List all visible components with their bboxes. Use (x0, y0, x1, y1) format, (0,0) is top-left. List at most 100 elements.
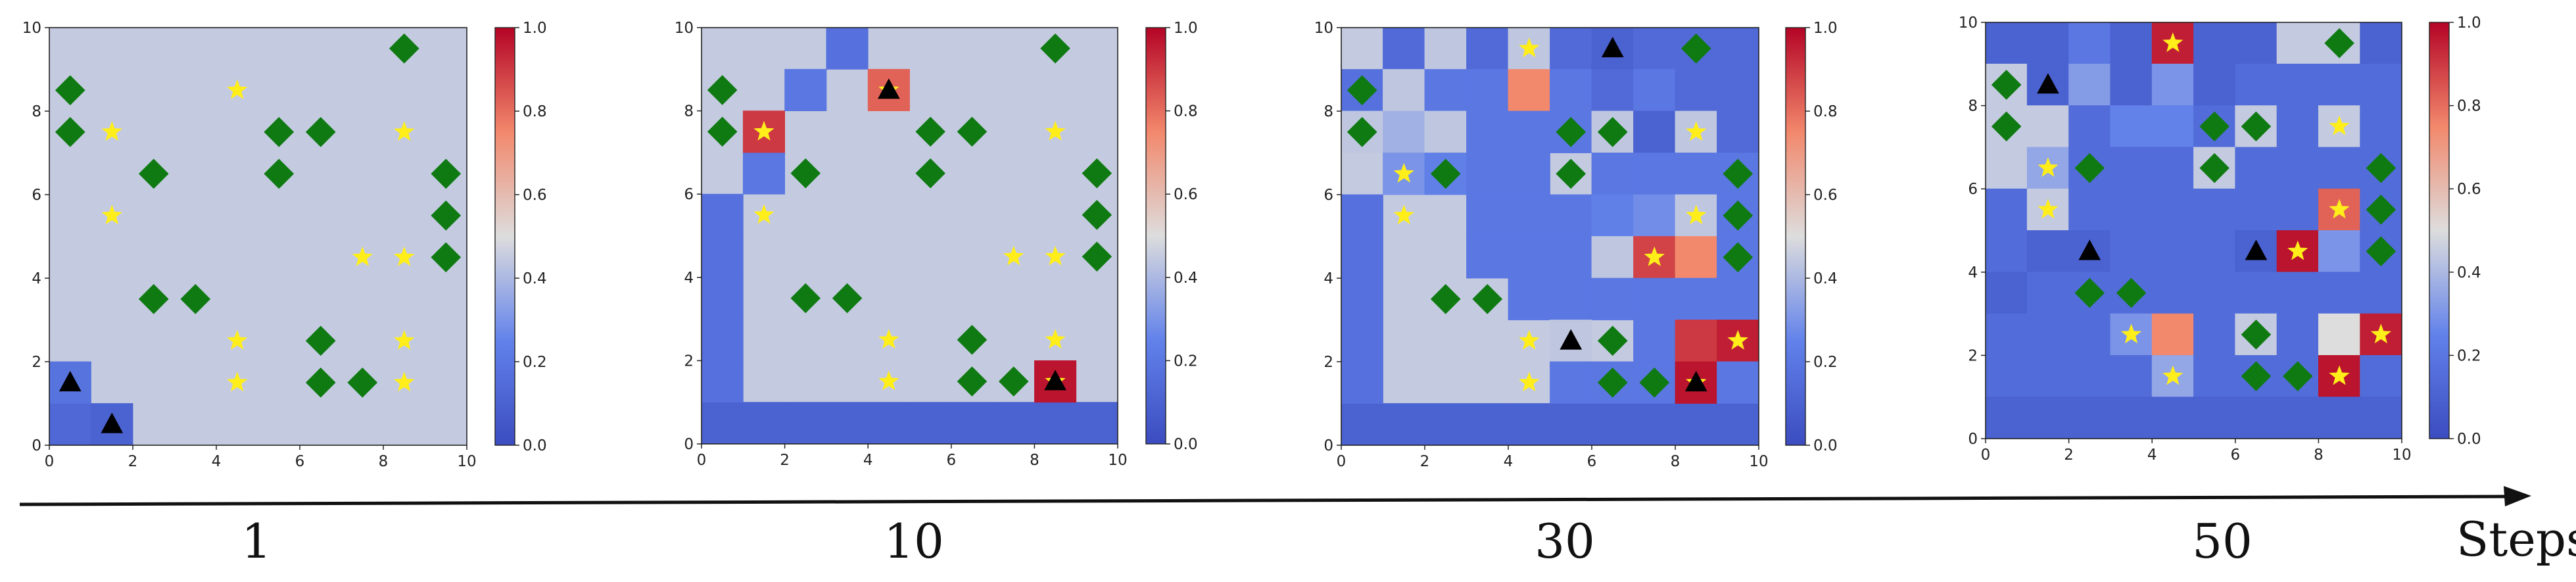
heatmap-cell (2360, 63, 2402, 106)
diamond-marker (180, 283, 211, 314)
y-tick-label: 8 (1324, 103, 1333, 120)
heatmap-cell (826, 27, 869, 70)
heatmap-cell (2110, 397, 2153, 439)
heatmap-cell (2235, 272, 2278, 314)
star-marker (394, 372, 415, 392)
star-marker (1686, 205, 1707, 225)
triangle-marker (1601, 36, 1624, 58)
diamond-marker (2241, 319, 2272, 350)
heatmap-cell (2318, 147, 2361, 189)
diamond-marker (1082, 241, 1112, 272)
heatmap-cell (2068, 188, 2111, 231)
heatmap-cell (2026, 230, 2069, 273)
x-tick-label: 10 (1108, 452, 1127, 469)
heatmap-cell (2276, 22, 2319, 64)
heatmap-cell (1633, 153, 1676, 195)
heatmap-cell (701, 318, 744, 361)
heatmap-cell (2193, 22, 2236, 64)
heatmap-cell (701, 277, 744, 320)
heatmap-cell (742, 402, 785, 445)
heatmap-cell (1466, 194, 1509, 237)
star-marker (753, 204, 775, 224)
heatmap-cell (2193, 63, 2236, 106)
x-tick-label: 10 (1749, 453, 1768, 470)
diamond-marker (2366, 195, 2397, 225)
diamond-marker (2074, 278, 2105, 308)
star-marker (1727, 329, 1748, 350)
heatmap-cell (1550, 278, 1592, 320)
heatmap-cell (2193, 355, 2236, 398)
diamond-marker (1681, 33, 1711, 64)
colorbar (2429, 22, 2450, 439)
steps-arrow-line (19, 495, 2507, 506)
y-tick-label: 0 (1968, 431, 1978, 448)
colorbar-tick-label: 0.8 (1813, 103, 1838, 120)
axes-frame (1985, 22, 2402, 439)
colorbar-tick-label: 0.6 (523, 187, 547, 204)
y-tick-label: 8 (32, 103, 41, 120)
y-tick-label: 4 (684, 270, 694, 287)
heatmap-cell (1591, 236, 1634, 279)
diamond-marker (1347, 75, 1377, 106)
diamond-marker (305, 116, 336, 147)
x-tick-label: 4 (863, 452, 873, 469)
heatmap-cell (1383, 403, 1425, 446)
star-marker (1519, 372, 1540, 392)
heatmap-panel-step-30: 0 2 4 6 8 10 0 2 4 6 8 10 0.0 0.2 0.4 0.6 0.8 1.0 (1314, 20, 1838, 470)
heatmap-cell (2235, 397, 2278, 439)
heatmap-cell (1985, 272, 2028, 314)
heatmap-cell (1985, 313, 2028, 356)
diamond-marker (957, 324, 988, 355)
heatmap-cell (2276, 313, 2319, 356)
heatmap-cell (1633, 27, 1676, 70)
triangle-marker (1684, 370, 1707, 392)
heatmap-cell (784, 68, 827, 111)
diamond-marker (55, 116, 85, 147)
diamond-marker (1430, 283, 1461, 314)
heatmap-cell (2151, 63, 2194, 106)
diamond-marker (790, 283, 821, 314)
heatmap-cell (2151, 313, 2194, 356)
heatmap-cell (2276, 272, 2319, 314)
heatmap-cell (2193, 313, 2236, 356)
triangle-marker (1560, 329, 1583, 350)
colorbar-tick-label: 0.4 (1813, 270, 1838, 287)
heatmap-cell (1508, 236, 1550, 279)
diamond-marker (2199, 111, 2230, 142)
diamond-marker (2074, 153, 2105, 183)
heatmap-cell (2151, 147, 2194, 189)
y-tick-label: 4 (32, 270, 41, 287)
star-marker (394, 329, 415, 350)
heatmap-cell (2068, 105, 2111, 148)
diamond-marker (1597, 116, 1628, 147)
x-tick-label: 10 (457, 453, 476, 470)
colorbar-tick-label: 0.2 (523, 354, 547, 371)
x-tick-label: 2 (2064, 447, 2074, 464)
heatmap-cell (1717, 278, 1759, 320)
heatmap-cell (701, 402, 744, 445)
heatmap-cell (1633, 320, 1676, 362)
diamond-marker (1991, 70, 2022, 100)
x-tick-label: 2 (780, 452, 790, 469)
heatmap-cell (2360, 397, 2402, 439)
x-tick-label: 2 (1420, 453, 1430, 470)
diamond-marker (957, 366, 988, 397)
heatmap-cell (1675, 320, 1717, 362)
y-tick-label: 0 (684, 436, 694, 453)
diamond-marker (55, 75, 85, 106)
diamond-marker (431, 200, 462, 231)
diamond-marker (1639, 367, 1670, 398)
diamond-marker (1597, 367, 1628, 398)
y-tick-label: 4 (1968, 264, 1978, 281)
y-tick-label: 10 (1314, 20, 1333, 37)
heatmap-cell (1424, 110, 1467, 153)
heatmap-cell (1550, 236, 1592, 279)
diamond-marker (2116, 278, 2147, 308)
heatmap-cell (2026, 397, 2069, 439)
star-marker (1519, 329, 1540, 350)
x-tick-label: 0 (1981, 447, 1991, 464)
colorbar-tick-label: 0.4 (2457, 264, 2481, 281)
triangle-marker (101, 412, 124, 433)
diamond-marker (998, 366, 1029, 397)
